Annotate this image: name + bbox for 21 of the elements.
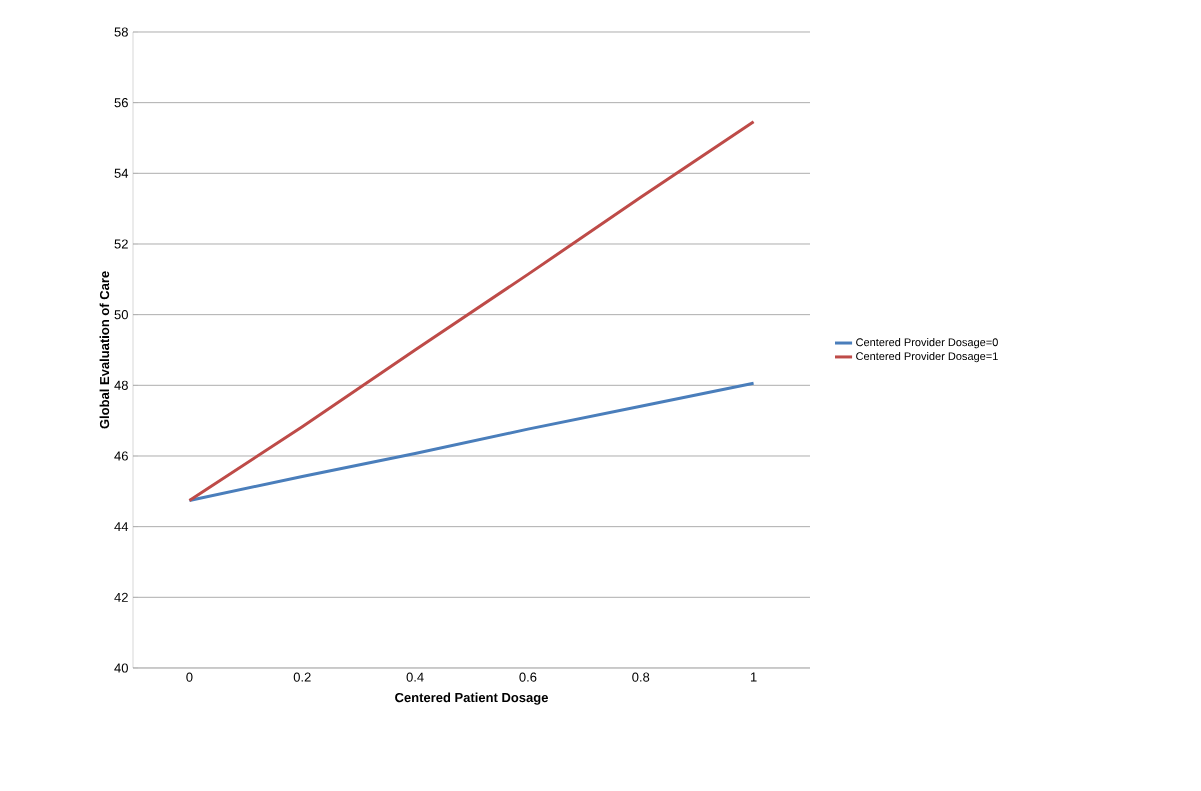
line-series	[187, 120, 756, 502]
y-tick-label: 46	[114, 451, 128, 461]
x-tick-label: 1	[750, 672, 757, 682]
x-tick-label: 0.2	[293, 672, 311, 682]
y-tick-label: 40	[114, 663, 128, 673]
legend-label: Centered Provider Dosage=1	[856, 351, 998, 363]
y-tick-label: 56	[114, 98, 128, 108]
y-tick-label: 52	[114, 239, 128, 249]
y-tick-label: 50	[114, 310, 128, 320]
x-axis-title: Centered Patient Dosage	[395, 692, 548, 705]
x-tick-label: 0.6	[519, 672, 537, 682]
y-tick-label: 42	[114, 592, 128, 602]
y-tick-label: 48	[114, 380, 128, 390]
x-tick-label: 0.8	[632, 672, 650, 682]
y-tick-label: 44	[114, 522, 129, 532]
x-tick-label: 0.4	[406, 672, 424, 682]
y-tick-label: 58	[114, 27, 128, 37]
x-tick-label: 0	[186, 672, 193, 682]
legend-label: Centered Provider Dosage=0	[856, 338, 998, 349]
y-tick-label: 54	[114, 168, 129, 178]
y-axis-title: Global Evaluation of Care	[99, 271, 110, 429]
